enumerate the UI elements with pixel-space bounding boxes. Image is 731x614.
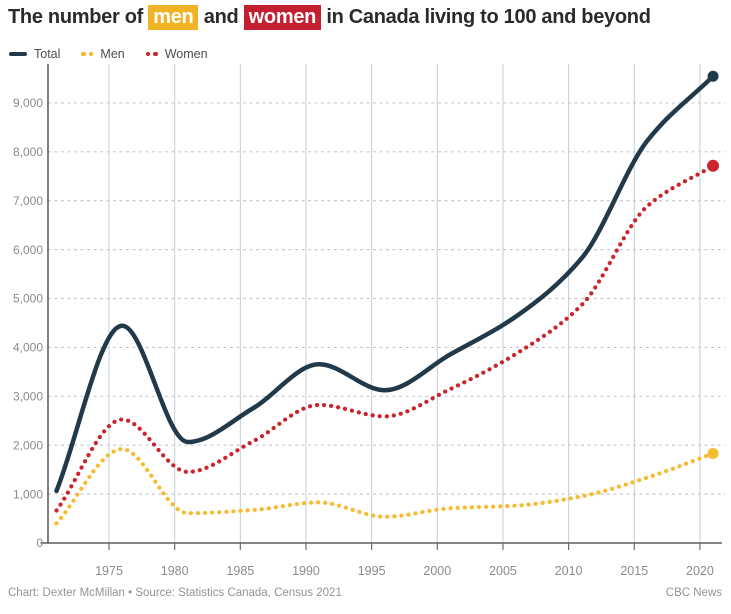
page-title: The number of men and women in Canada li… bbox=[8, 3, 651, 31]
legend-label: Total bbox=[34, 47, 61, 61]
legend-marker-total-icon bbox=[9, 51, 27, 57]
legend-marker-women-icon bbox=[145, 51, 158, 57]
series-men bbox=[54, 446, 719, 526]
legend-item-men: Men bbox=[81, 47, 125, 61]
end-point-total bbox=[707, 70, 719, 82]
x-axis-labels: 1975 1980 1985 1990 1995 2000 2005 2010 2015 2020 bbox=[95, 564, 714, 578]
legend-item-women: Women bbox=[145, 47, 208, 61]
y-tick-label: 7,000 bbox=[13, 194, 43, 208]
y-tick-label: 1,000 bbox=[13, 487, 43, 501]
end-point-men bbox=[707, 448, 719, 460]
end-point-women bbox=[707, 159, 720, 172]
y-tick-label: 8,000 bbox=[13, 145, 43, 159]
cbc-news-brand: CBC News bbox=[665, 587, 722, 599]
y-axis-labels: 0 1,000 2,000 3,000 4,000 5,000 6,000 7,000 8,00… bbox=[13, 96, 43, 550]
legend-label: Women bbox=[164, 47, 208, 61]
y-tick-label: 2,000 bbox=[13, 438, 43, 452]
x-tick-label: 1975 bbox=[95, 564, 123, 578]
y-tick-label: 9,000 bbox=[13, 96, 43, 110]
title-highlight-women: women bbox=[243, 5, 322, 30]
legend-marker-men-icon bbox=[81, 51, 94, 57]
series-women bbox=[54, 159, 720, 513]
horizontal-gridlines bbox=[48, 102, 725, 495]
title-text: and bbox=[198, 6, 244, 28]
legend-item-total: Total bbox=[9, 47, 60, 61]
series-total bbox=[54, 70, 719, 494]
x-tick-label: 2020 bbox=[686, 564, 714, 578]
y-tick-label: 4,000 bbox=[13, 341, 43, 355]
y-tick-label: 3,000 bbox=[13, 390, 43, 404]
title-text: in Canada living to 100 and beyond bbox=[321, 6, 651, 28]
x-tick-label: 2005 bbox=[489, 564, 517, 578]
x-tick-label: 2015 bbox=[620, 564, 648, 578]
x-tick-label: 1985 bbox=[226, 564, 254, 578]
x-tick-label: 1990 bbox=[292, 564, 320, 578]
x-tick-label: 1980 bbox=[161, 564, 189, 578]
y-tick-label: 5,000 bbox=[13, 292, 43, 306]
y-tick-label: 0 bbox=[36, 536, 43, 550]
chart-legend: Total Men Women bbox=[9, 47, 208, 61]
legend-label: Men bbox=[100, 47, 125, 61]
title-text: The number of bbox=[8, 6, 149, 28]
y-tick-label: 6,000 bbox=[13, 243, 43, 257]
chart-credit: Chart: Dexter McMillan • Source: Statist… bbox=[8, 587, 342, 599]
title-highlight-men: men bbox=[148, 5, 199, 30]
chart-footer: Chart: Dexter McMillan • Source: Statist… bbox=[8, 587, 722, 599]
x-tick-label: 2000 bbox=[423, 564, 451, 578]
vertical-gridlines bbox=[108, 64, 701, 543]
x-tick-label: 2010 bbox=[555, 564, 583, 578]
axes bbox=[40, 64, 722, 550]
x-tick-label: 1995 bbox=[358, 564, 386, 578]
